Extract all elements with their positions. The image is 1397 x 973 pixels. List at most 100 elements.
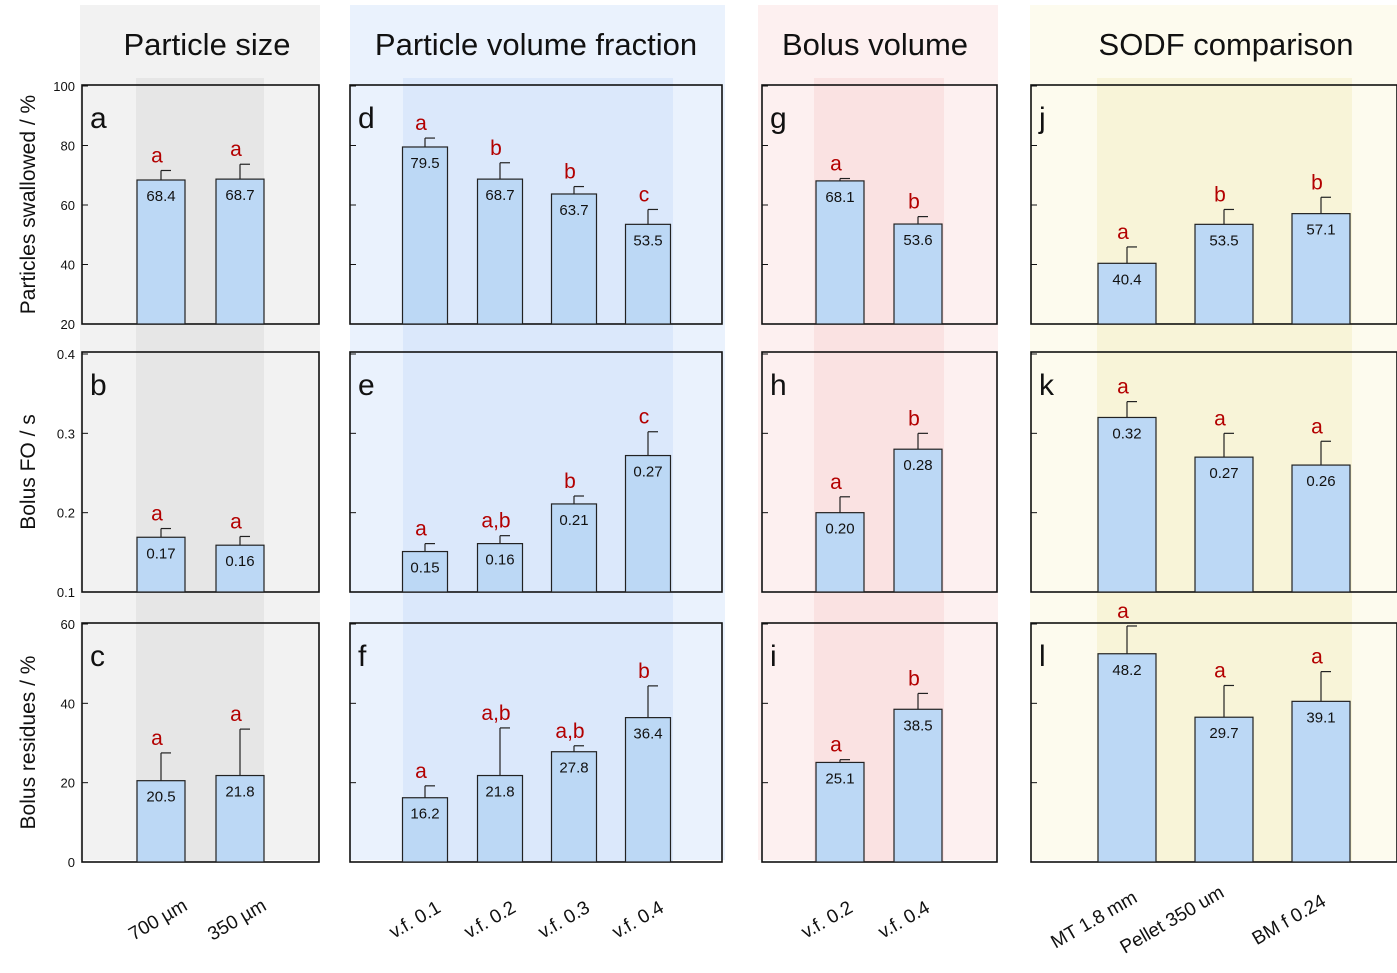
significance-letter: a xyxy=(1214,407,1226,430)
panel-i: i 25.1 a 38.5 b xyxy=(761,622,998,863)
panel-frame xyxy=(761,622,998,863)
panel-letter: k xyxy=(1039,369,1055,402)
data-label: 53.5 xyxy=(633,232,662,249)
panel-letter: e xyxy=(358,369,375,402)
data-label: 39.1 xyxy=(1306,709,1335,726)
panel-frame xyxy=(761,351,998,593)
y-tick-label: 100 xyxy=(53,79,75,94)
significance-letter: b xyxy=(638,660,650,683)
panel-e: e 0.15 a 0.16 a,b 0.21 b 0.27 c xyxy=(349,351,723,593)
panel-j: j 40.4 a 53.5 b 57.1 b xyxy=(1030,84,1397,325)
bar xyxy=(550,193,598,325)
significance-letter: a xyxy=(1117,221,1129,244)
significance-letter: a xyxy=(830,734,842,757)
panel-letter: b xyxy=(90,369,107,402)
significance-letter: a xyxy=(1117,600,1129,623)
bar xyxy=(624,223,672,325)
panel-a: a 68.4 a 68.7 a xyxy=(81,84,320,325)
panel-letter: c xyxy=(90,640,105,673)
data-label: 16.2 xyxy=(410,806,439,823)
bar xyxy=(550,751,598,863)
y-tick-label: 0.4 xyxy=(57,347,75,362)
data-label: 57.1 xyxy=(1306,222,1335,239)
category-label: v.f. 0.3 xyxy=(535,897,594,943)
significance-letter: b xyxy=(564,161,576,184)
y-tick-label: 20 xyxy=(61,317,75,332)
bar xyxy=(476,774,524,863)
data-label: 36.4 xyxy=(633,726,662,743)
panel-f: f 16.2 a 21.8 a,b 27.8 a,b 36.4 b xyxy=(349,622,723,863)
y-tick-label: 20 xyxy=(61,776,75,791)
significance-letter: a xyxy=(415,112,427,135)
data-label: 38.5 xyxy=(903,717,932,734)
panel-l: l 48.2 a 29.7 a 39.1 a xyxy=(1030,600,1397,863)
significance-letter: a xyxy=(415,760,427,783)
significance-letter: c xyxy=(639,183,650,206)
category-label: v.f. 0.2 xyxy=(461,897,520,943)
panel-letter: g xyxy=(770,102,787,135)
significance-letter: a xyxy=(415,518,427,541)
data-label: 40.4 xyxy=(1112,271,1141,288)
bar xyxy=(1097,653,1157,863)
panel-letter: j xyxy=(1038,102,1046,135)
bar xyxy=(136,536,186,593)
column-title: Bolus volume xyxy=(782,27,968,62)
data-label: 21.8 xyxy=(225,784,254,801)
significance-letter: a xyxy=(1311,646,1323,669)
data-label: 27.8 xyxy=(559,760,588,777)
data-label: 53.6 xyxy=(903,232,932,249)
significance-letter: a xyxy=(830,471,842,494)
category-label: v.f. 0.4 xyxy=(609,897,668,943)
data-label: 0.26 xyxy=(1306,473,1335,490)
bar xyxy=(476,178,524,325)
bar xyxy=(815,180,865,325)
significance-letter: a,b xyxy=(555,720,584,743)
panel-c: c 20.5 a 21.8 a xyxy=(81,622,320,863)
y-axis-title: Particles swallowed / % xyxy=(17,95,40,314)
y-tick-label: 40 xyxy=(61,258,75,273)
category-label: BM f 0.24 xyxy=(1249,891,1330,950)
column-title: Particle volume fraction xyxy=(375,27,697,62)
category-label: 700 µm xyxy=(125,895,191,945)
bar xyxy=(1194,223,1254,325)
data-label: 0.15 xyxy=(410,560,439,577)
data-label: 68.7 xyxy=(485,187,514,204)
bar xyxy=(550,503,598,593)
bar xyxy=(1291,213,1351,325)
data-label: 25.1 xyxy=(825,770,854,787)
significance-letter: a xyxy=(151,144,163,167)
panel-letter: h xyxy=(770,369,787,402)
column-title: Particle size xyxy=(123,27,290,62)
significance-letter: a xyxy=(1214,659,1226,682)
significance-letter: a xyxy=(830,153,842,176)
bar xyxy=(215,178,265,325)
data-label: 0.16 xyxy=(225,553,254,570)
y-tick-label: 60 xyxy=(61,198,75,213)
y-tick-label: 0.2 xyxy=(57,506,75,521)
y-tick-label: 0 xyxy=(68,855,75,870)
bar xyxy=(1291,700,1351,863)
panel-g: g 68.1 a 53.6 b xyxy=(761,84,998,325)
y-tick-label: 0.1 xyxy=(57,585,75,600)
bar xyxy=(1291,464,1351,593)
bar xyxy=(1097,416,1157,593)
data-label: 0.17 xyxy=(146,545,175,562)
significance-letter: a xyxy=(230,510,242,533)
data-label: 68.7 xyxy=(225,187,254,204)
panel-b: b 0.17 a 0.16 a xyxy=(81,351,320,593)
bar xyxy=(893,223,943,325)
data-label: 21.8 xyxy=(485,784,514,801)
bar xyxy=(815,761,865,863)
bar xyxy=(401,146,449,325)
data-label: 20.5 xyxy=(146,789,175,806)
data-label: 53.5 xyxy=(1209,232,1238,249)
data-label: 0.27 xyxy=(1209,465,1238,482)
panel-h: h 0.20 a 0.28 b xyxy=(761,351,998,593)
panel-letter: l xyxy=(1039,640,1046,673)
panel-d: d 79.5 a 68.7 b 63.7 b 53.5 c xyxy=(349,84,723,325)
panel-letter: i xyxy=(770,640,777,673)
bar xyxy=(624,454,672,593)
data-label: 0.21 xyxy=(559,512,588,529)
significance-letter: b xyxy=(490,137,502,160)
